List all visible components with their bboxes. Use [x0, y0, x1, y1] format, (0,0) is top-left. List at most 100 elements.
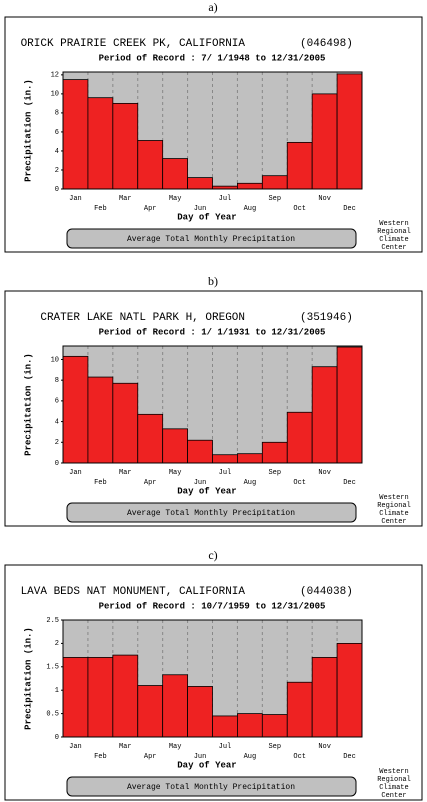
- panel-label: a): [208, 0, 217, 14]
- bar: [187, 686, 213, 738]
- x-tick-label: Sep: [268, 469, 281, 477]
- credit: Climate: [379, 510, 408, 518]
- x-tick-label: Jan: [69, 469, 82, 477]
- x-tick-label: Dec: [343, 479, 356, 487]
- y-axis-title: Precipitation (in.): [23, 627, 33, 730]
- x-tick-label: Aug: [244, 205, 257, 213]
- x-tick-label: Jun: [194, 753, 207, 761]
- chart-subtitle: Period of Record : 7/ 1/1948 to 12/31/20…: [99, 53, 326, 63]
- bar: [62, 79, 89, 190]
- bar: [212, 454, 238, 464]
- x-tick-label: Nov: [318, 469, 331, 477]
- bar: [237, 453, 263, 464]
- x-tick-label: Sep: [268, 743, 281, 751]
- chart-subtitle: Period of Record : 1/ 1/1931 to 12/31/20…: [99, 327, 326, 337]
- credit: Regional: [377, 502, 411, 510]
- y-tick-label: 8: [55, 377, 59, 385]
- y-tick-label: 10: [51, 356, 59, 364]
- credit: Climate: [379, 236, 408, 244]
- x-tick-label: Apr: [144, 753, 157, 761]
- bar: [187, 177, 213, 190]
- bar: [286, 681, 313, 738]
- panel: a) ORICK PRAIRIE CREEK PK, CALIFORNIA (046…: [4, 0, 423, 253]
- button-label: Average Total Monthly Precipitation: [127, 783, 295, 792]
- x-tick-label: Jan: [69, 743, 82, 751]
- bar: [62, 657, 89, 738]
- credit: Western: [379, 494, 408, 502]
- x-axis-title: Day of Year: [177, 760, 236, 770]
- x-tick-label: Feb: [94, 753, 107, 761]
- bar: [112, 654, 139, 738]
- panel: c) LAVA BEDS NAT MONUMENT, CALIFORNIA (044…: [4, 548, 423, 801]
- bar: [311, 657, 338, 738]
- plot-border: [62, 71, 363, 190]
- bar: [87, 97, 114, 190]
- bar: [187, 439, 213, 464]
- button[interactable]: [66, 776, 357, 797]
- bar: [137, 140, 164, 190]
- credit: Western: [379, 768, 408, 776]
- chart-title: CRATER LAKE NATL PARK H, OREGON: [40, 312, 245, 324]
- x-tick-label: Mar: [119, 743, 132, 751]
- bar: [336, 346, 363, 464]
- credit: Regional: [377, 776, 411, 784]
- x-tick-label: Sep: [268, 195, 281, 203]
- panel-label: b): [208, 274, 218, 288]
- credit: Western: [379, 220, 408, 228]
- bar: [87, 376, 114, 464]
- y-tick-label: 1.5: [46, 664, 59, 672]
- x-tick-label: Aug: [244, 753, 257, 761]
- x-tick-label: Feb: [94, 479, 107, 487]
- x-tick-label: Feb: [94, 205, 107, 213]
- x-axis-title: Day of Year: [177, 486, 236, 496]
- y-axis-title: Precipitation (in.): [23, 353, 33, 456]
- bar: [311, 366, 338, 464]
- y-tick-label: 2: [55, 439, 59, 447]
- x-tick-label: Jul: [219, 195, 232, 203]
- x-tick-label: May: [169, 195, 182, 203]
- x-tick-label: Jul: [219, 469, 232, 477]
- credit: Center: [381, 518, 406, 526]
- y-tick-label: 0: [55, 460, 59, 468]
- x-tick-label: May: [169, 743, 182, 751]
- x-tick-label: Nov: [318, 195, 331, 203]
- y-tick-label: 10: [51, 91, 59, 99]
- x-tick-label: Jul: [219, 743, 232, 751]
- y-tick-label: 2.5: [46, 617, 59, 625]
- bar: [237, 182, 263, 190]
- x-tick-label: Oct: [293, 479, 306, 487]
- y-tick-label: 1: [55, 687, 59, 695]
- y-tick-label: 8: [55, 110, 59, 118]
- x-tick-label: Apr: [144, 479, 157, 487]
- chart-title: ORICK PRAIRIE CREEK PK, CALIFORNIA: [21, 38, 246, 50]
- y-tick-label: 0.5: [46, 710, 59, 718]
- y-tick-label: 6: [55, 398, 59, 406]
- button[interactable]: [66, 502, 357, 523]
- bar: [212, 715, 238, 738]
- button-label: Average Total Monthly Precipitation: [127, 235, 295, 244]
- station-id: (044038): [300, 586, 353, 598]
- x-tick-label: May: [169, 469, 182, 477]
- credit: Center: [381, 792, 406, 800]
- x-tick-label: Jun: [194, 479, 207, 487]
- y-tick-label: 4: [55, 148, 59, 156]
- button[interactable]: [66, 228, 357, 249]
- y-tick-label: 0: [55, 734, 59, 742]
- x-tick-label: Dec: [343, 753, 356, 761]
- panel-label: c): [208, 548, 217, 562]
- bar: [336, 73, 363, 190]
- plot-border: [62, 345, 363, 464]
- station-id: (351946): [300, 312, 353, 324]
- bar: [237, 713, 263, 738]
- bar: [162, 428, 188, 464]
- bar: [162, 158, 188, 190]
- chart-title: LAVA BEDS NAT MONUMENT, CALIFORNIA: [21, 586, 246, 598]
- x-tick-label: Mar: [119, 469, 132, 477]
- chart-subtitle: Period of Record : 10/7/1959 to 12/31/20…: [99, 601, 326, 611]
- bar: [87, 657, 114, 738]
- station-id: (046498): [300, 38, 353, 50]
- y-tick-label: 2: [55, 640, 59, 648]
- x-tick-label: Nov: [318, 743, 331, 751]
- y-tick-label: 2: [55, 167, 59, 175]
